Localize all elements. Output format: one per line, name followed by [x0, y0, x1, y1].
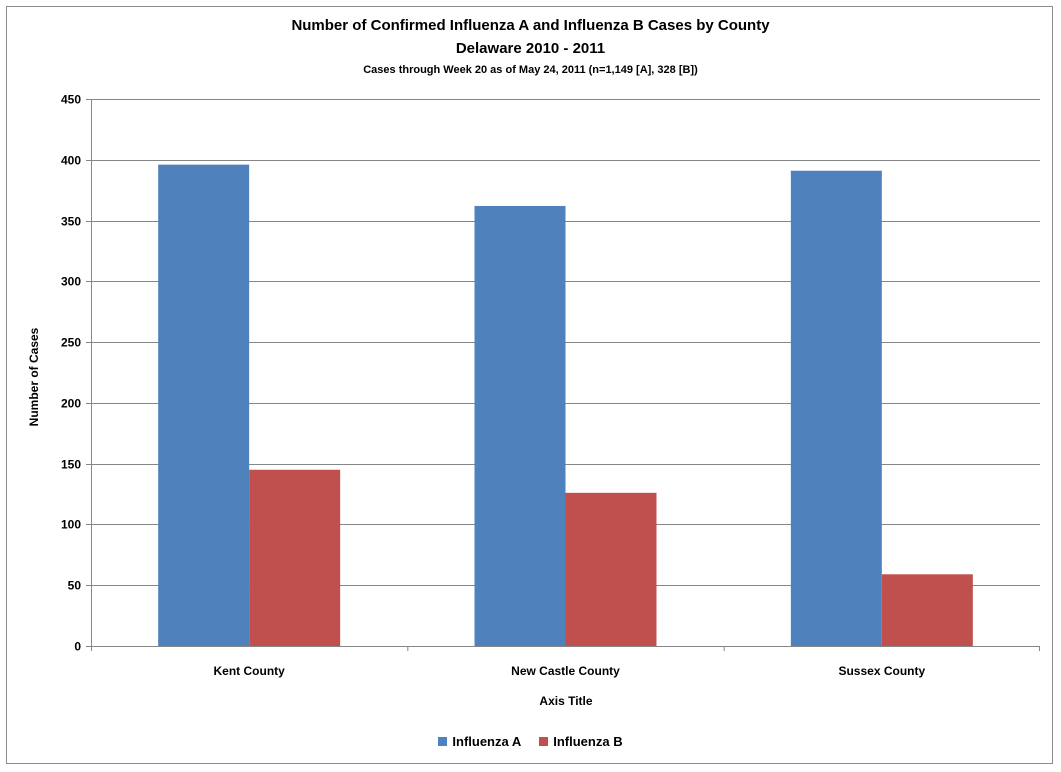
y-tick-label: 300 [61, 275, 81, 289]
legend-swatch-b [539, 737, 549, 746]
legend: Influenza A Influenza B [0, 734, 1061, 749]
y-tick-labels: 0 50 100 150 200 250 300 350 400 450 [61, 93, 81, 654]
bar-influenza-a-2 [790, 170, 882, 646]
y-tick-label: 100 [61, 518, 81, 532]
y-tick-label: 0 [74, 640, 81, 654]
x-tick-label: Sussex County [838, 664, 925, 678]
y-axis-label: Number of Cases [27, 327, 41, 426]
y-tick-label: 400 [61, 154, 81, 168]
y-tick-label: 250 [61, 336, 81, 350]
y-tick-label: 150 [61, 458, 81, 472]
x-tick-labels: Kent County New Castle County Sussex Count… [214, 664, 926, 678]
bars [158, 164, 973, 647]
y-tick-label: 200 [61, 397, 81, 411]
x-axis-label: Axis Title [539, 694, 592, 708]
bar-influenza-b-2 [881, 574, 973, 646]
y-tick-label: 350 [61, 215, 81, 229]
x-tick-label: New Castle County [511, 664, 620, 678]
y-tick-label: 450 [61, 93, 81, 107]
legend-item-influenza-a: Influenza A [438, 734, 521, 749]
legend-swatch-a [438, 737, 448, 746]
bar-influenza-a-1 [474, 205, 566, 647]
y-tick-label: 50 [68, 579, 82, 593]
bar-influenza-b-1 [565, 492, 657, 646]
bar-influenza-b-0 [249, 469, 341, 646]
chart-note: Cases through Week 20 as of May 24, 2011… [363, 64, 698, 76]
chart-subtitle: Delaware 2010 - 2011 [455, 40, 606, 57]
chart-title: Number of Confirmed Influenza A and Infl… [291, 17, 770, 34]
legend-item-influenza-b: Influenza B [539, 734, 623, 749]
x-tick-label: Kent County [214, 664, 286, 678]
legend-label-a: Influenza A [452, 734, 522, 749]
bar-influenza-a-0 [158, 164, 250, 646]
legend-label-b: Influenza B [553, 734, 623, 749]
